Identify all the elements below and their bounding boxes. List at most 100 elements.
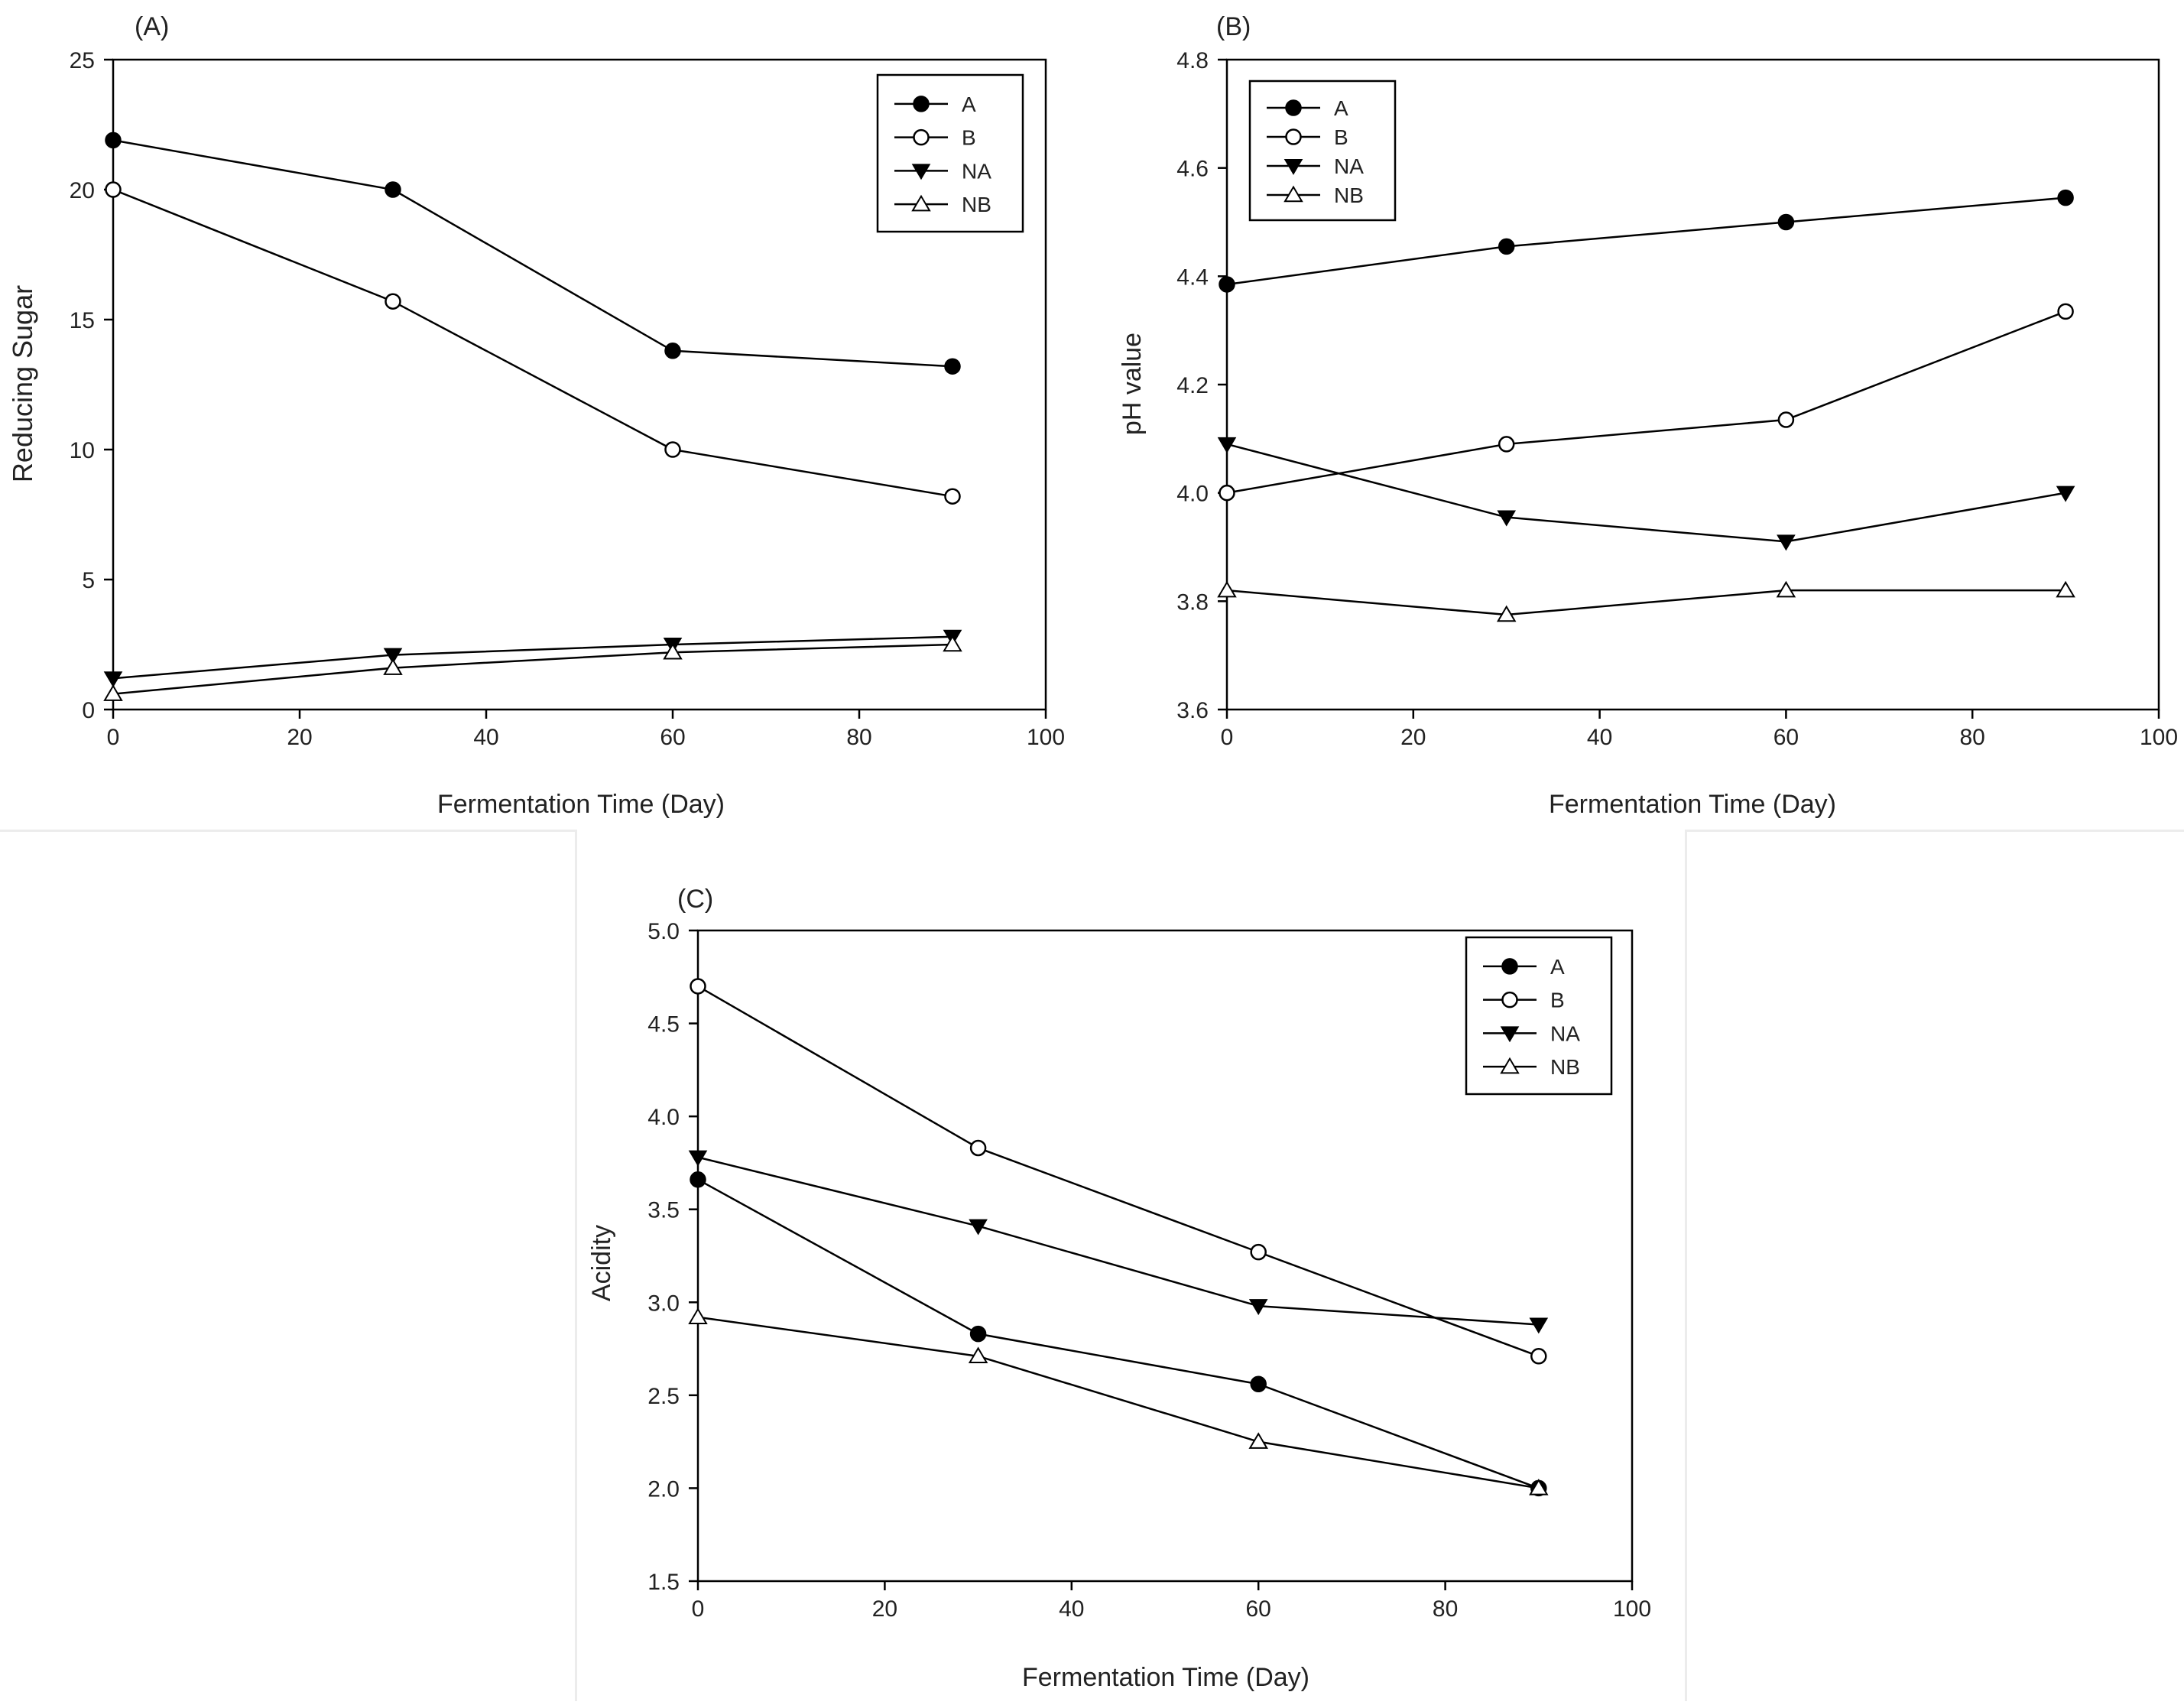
panel-b-legend: AB NA NB bbox=[1248, 80, 1397, 222]
panel-c-series-a-point bbox=[1250, 1375, 1267, 1393]
panel-c-x-tick-label: 80 bbox=[1433, 1596, 1458, 1622]
panel-c-series-b-point bbox=[1250, 1243, 1267, 1261]
panel-b-series-na-point bbox=[1777, 534, 1796, 551]
panel-c-legend-na-label: NA bbox=[1550, 1021, 1580, 1045]
panel-a-y-tick-label: 10 bbox=[70, 438, 95, 463]
panel-c-series-nb-point bbox=[1248, 1432, 1268, 1449]
panel-divider-horizontal-left bbox=[0, 830, 576, 832]
panel-c-plot-frame bbox=[696, 929, 1634, 1583]
panel-a-plot-frame bbox=[112, 58, 1047, 711]
panel-a-legend-a-label: A bbox=[962, 93, 976, 116]
panel-c-series-na-point bbox=[969, 1219, 988, 1236]
panel-c-legend: AB NA NB bbox=[1465, 936, 1613, 1096]
panel-c-x-tick-label: 0 bbox=[692, 1596, 705, 1622]
panel-a-legend-box bbox=[876, 73, 1024, 233]
panel-b-series-nb-line bbox=[1226, 589, 2066, 616]
panel-a-series-a-point bbox=[664, 343, 681, 359]
panel-c-series-a-point bbox=[690, 1171, 706, 1188]
panel-b-y-tick-label: 3.8 bbox=[1176, 589, 1209, 615]
panel-a: (A) Fermentation Time (Day) Reducing Sug… bbox=[7, 12, 1065, 819]
panel-a-x-tick-label: 60 bbox=[660, 725, 685, 750]
panel-b-y-axis-label: pH value bbox=[1118, 333, 1147, 435]
panel-a-series-nb-point bbox=[103, 684, 123, 701]
panel-a-series-a-point bbox=[105, 132, 122, 149]
panel-b-legend-a-label: A bbox=[1334, 96, 1348, 120]
panel-a-legend-na-label: NA bbox=[962, 159, 991, 183]
panel-a-series-b-point bbox=[105, 181, 122, 198]
panel-b-series-a-point bbox=[1777, 213, 1795, 231]
panel-b-series-a-point bbox=[2057, 189, 2074, 206]
panel-a-y-axis-label: Reducing Sugar bbox=[7, 285, 38, 482]
panel-divider-vertical-left bbox=[575, 830, 577, 1701]
panel-b-y-tick-label: 4.2 bbox=[1176, 373, 1209, 398]
panel-c: (C) Fermentation Time (Day) Acidity 0 20 4… bbox=[587, 885, 1651, 1692]
panel-divider-horizontal-right bbox=[1686, 830, 2184, 832]
panel-c-series-na-point bbox=[1529, 1317, 1549, 1334]
panel-c-series-nb-point bbox=[968, 1346, 988, 1364]
panel-c-y-tick-label: 4.0 bbox=[647, 1105, 680, 1130]
panel-a-x-tick-label: 80 bbox=[846, 725, 871, 750]
panel-b-label: (B) bbox=[1216, 12, 1251, 41]
panel-b-legend-b-marker bbox=[1285, 128, 1302, 145]
panel-b-legend-na-marker bbox=[1283, 159, 1303, 175]
panel-b-series-b-point bbox=[2057, 303, 2074, 320]
panel-b-x-tick-label: 20 bbox=[1400, 725, 1426, 750]
panel-a-series-b-point bbox=[385, 293, 401, 310]
panel-c-x-tick-label: 40 bbox=[1059, 1596, 1084, 1622]
panel-c-y-tick-label: 1.5 bbox=[647, 1570, 680, 1595]
panel-a-x-tick-label: 100 bbox=[1027, 725, 1065, 750]
panel-b-series-a-line bbox=[1226, 196, 2066, 286]
panel-a-y-tick-label: 0 bbox=[82, 698, 95, 723]
panel-a-series-a-point bbox=[944, 358, 961, 375]
panel-b-legend-na-label: NA bbox=[1334, 154, 1364, 178]
panel-a-y-tick-label: 25 bbox=[70, 48, 95, 73]
panel-c-series-b-line bbox=[697, 985, 1540, 1357]
panel-c-x-tick-label: 100 bbox=[1613, 1596, 1651, 1622]
panel-a-series-a-point bbox=[385, 181, 401, 198]
panel-a-label: (A) bbox=[135, 12, 169, 41]
panel-c-series-a-point bbox=[969, 1325, 987, 1343]
panel-a-y-tick-label: 20 bbox=[70, 178, 95, 203]
panel-a-y-tick-label: 15 bbox=[70, 308, 95, 333]
panel-b: (B) Fermentation Time (Day) pH value 0 20… bbox=[1118, 12, 2178, 819]
panel-b-legend-a-marker bbox=[1285, 99, 1302, 116]
panel-c-series-nb-line bbox=[697, 1316, 1540, 1489]
panel-a-series-nb-point bbox=[663, 642, 683, 660]
panel-c-label: (C) bbox=[677, 885, 713, 914]
panel-c-y-tick-label: 3.5 bbox=[647, 1198, 680, 1223]
panel-c-series-na-point bbox=[1248, 1299, 1268, 1316]
panel-c-series-b-point bbox=[969, 1139, 987, 1157]
panel-b-series-a-point bbox=[1498, 238, 1515, 255]
panel-b-series-b-point bbox=[1219, 484, 1235, 502]
panel-c-y-tick-label: 5.0 bbox=[647, 919, 680, 944]
panel-b-series-nb-point bbox=[1496, 605, 1517, 622]
panel-b-x-tick-label: 80 bbox=[1960, 725, 1985, 750]
panel-b-y-tick-label: 4.8 bbox=[1176, 48, 1209, 73]
panel-c-series-nb-point bbox=[1529, 1479, 1549, 1496]
panel-b-series-na-line bbox=[1226, 443, 2066, 543]
panel-c-legend-box bbox=[1465, 936, 1613, 1096]
panel-a-series-nb-point bbox=[383, 658, 403, 675]
panel-a-legend-nb-label: NB bbox=[962, 193, 991, 216]
panel-c-y-tick-label: 4.5 bbox=[647, 1012, 680, 1038]
panel-c-y-tick-label: 3.0 bbox=[647, 1291, 680, 1316]
panel-b-legend-b-label: B bbox=[1334, 125, 1348, 149]
panel-b-x-tick-label: 0 bbox=[1221, 725, 1234, 750]
panel-b-y-tick-label: 3.6 bbox=[1176, 698, 1209, 723]
panel-a-x-tick-label: 40 bbox=[473, 725, 498, 750]
panel-b-y-tick-label: 4.0 bbox=[1176, 482, 1209, 507]
panel-c-y-axis-label: Acidity bbox=[587, 1225, 616, 1301]
panel-b-series-nb-point bbox=[1217, 580, 1237, 598]
panel-c-series-na-point bbox=[688, 1150, 708, 1167]
panel-b-series-nb-point bbox=[1776, 580, 1796, 598]
panel-b-series-na-point bbox=[1217, 437, 1237, 453]
panel-b-x-axis-label: Fermentation Time (Day) bbox=[1549, 790, 1836, 819]
panel-c-legend-nb-label: NB bbox=[1550, 1055, 1580, 1079]
panel-a-x-tick-label: 20 bbox=[287, 725, 312, 750]
panel-a-series-na-point bbox=[103, 671, 123, 688]
panel-c-series-nb-point bbox=[688, 1307, 708, 1324]
panel-c-y-tick-label: 2.5 bbox=[647, 1384, 680, 1409]
panel-b-series-a-point bbox=[1219, 276, 1235, 293]
